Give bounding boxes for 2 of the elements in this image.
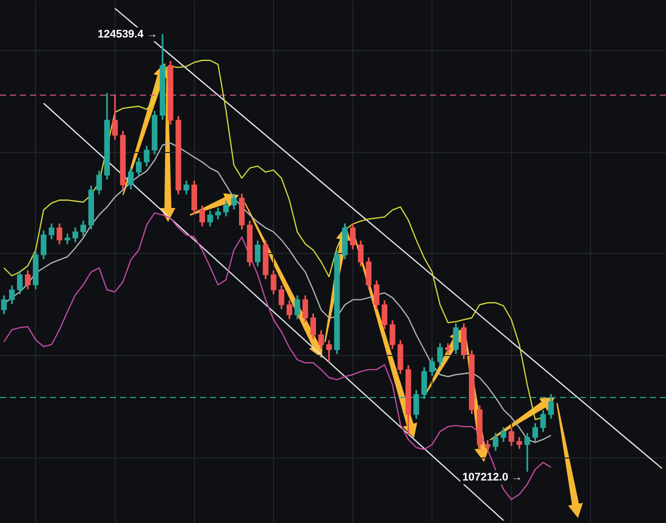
annotation: 107212.0 → [462, 471, 522, 484]
annotation: 124539.4 → [98, 28, 158, 40]
